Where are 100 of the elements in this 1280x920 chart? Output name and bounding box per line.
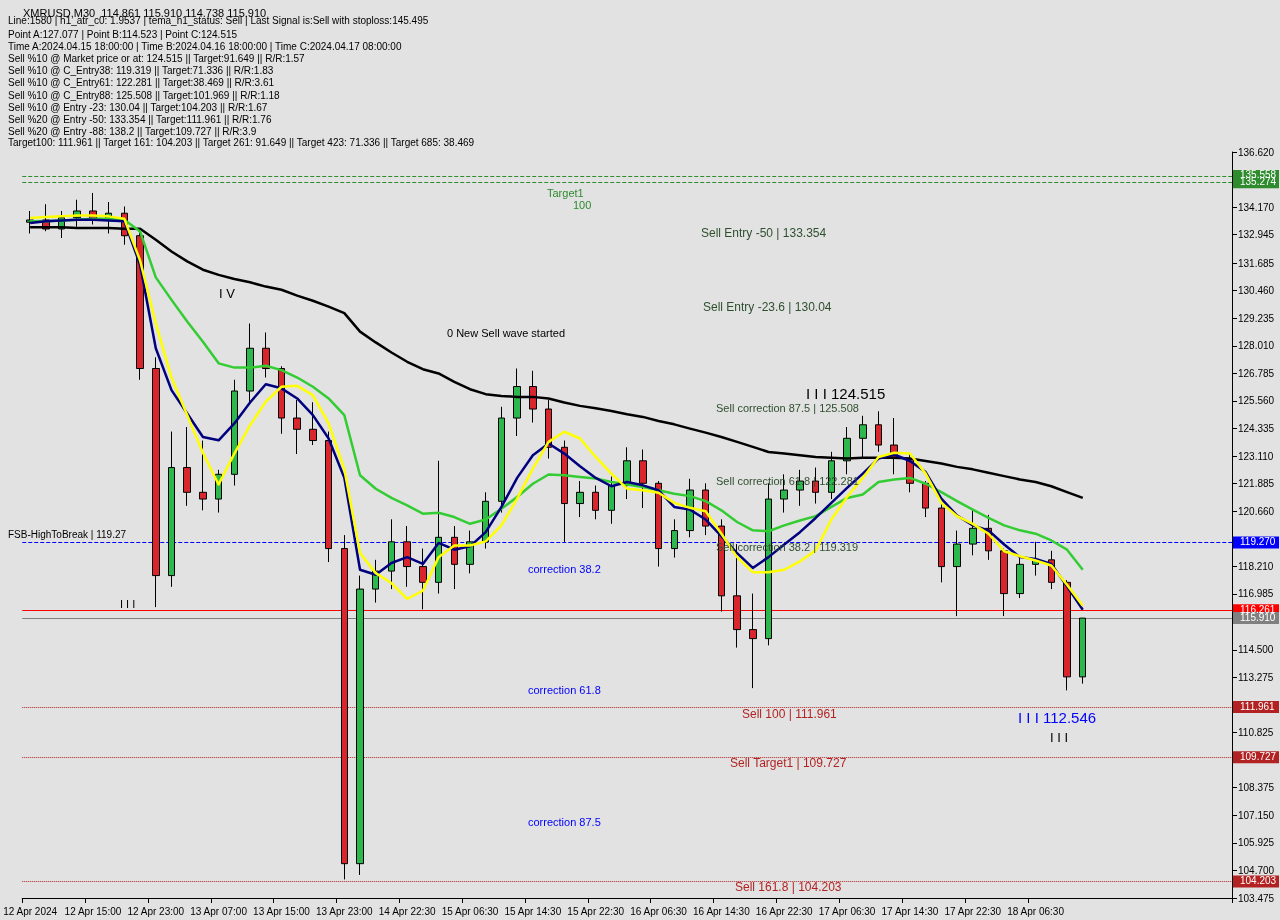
candlestick <box>639 449 647 509</box>
annotation: Sell 100 | 111.961 <box>742 707 838 721</box>
y-tick-label: 130.460 <box>1238 285 1275 297</box>
ref-line-label: 109.727 <box>1240 750 1277 762</box>
ref-line-label: 119.270 <box>1240 536 1276 547</box>
candlestick <box>576 480 584 518</box>
x-tick-label: 17 Apr 06:30 <box>818 905 876 917</box>
y-tick-label: 134.170 <box>1238 201 1275 213</box>
y-tick-label: 120.660 <box>1238 505 1275 517</box>
candlestick <box>293 399 301 455</box>
y-tick-label: 110.825 <box>1238 727 1274 739</box>
x-tick-label: 14 Apr 22:30 <box>378 905 436 917</box>
text: Sell %10 @ C_Entry61: 122.281 || Target:38.469 || R/R:3.61 <box>8 76 275 88</box>
x-tick-label: 16 Apr 14:30 <box>693 905 751 917</box>
text: Sell %10 @ Market price or at: 124.515 || Target:91.649 || R/R:1.57 <box>8 52 306 64</box>
candlestick <box>356 575 364 876</box>
y-tick-label: 116.985 <box>1238 588 1274 600</box>
x-tick-label: 15 Apr 22:30 <box>567 905 625 917</box>
y-tick-label: 136.620 <box>1238 146 1275 158</box>
y-tick-label: 131.685 <box>1238 257 1275 269</box>
candlestick <box>262 332 270 379</box>
annotation: correction 87.5 <box>528 816 601 828</box>
annotation: Sell 161.8 | 104.203 <box>735 879 842 894</box>
x-tick-label: 13 Apr 23:00 <box>315 905 374 917</box>
annotation: Sell Entry -50 | 133.354 <box>701 226 827 240</box>
annotation: 0 New Sell wave started <box>447 327 565 339</box>
annotation: Target1 <box>547 187 584 199</box>
candlestick <box>341 534 348 880</box>
y-tick-label: 105.925 <box>1238 837 1275 849</box>
candlestick <box>875 410 882 453</box>
ref-line-label: 104.203 <box>1240 875 1277 887</box>
candlestick <box>231 379 238 487</box>
text: Target100: 111.961 || Target 161: 104.203 || Target 261: 91.649 || Target 423: 71.336 || Target 685: 38.469 <box>8 136 475 148</box>
text: Time A:2024.04.15 18:00:00 | Time B:2024.04.16 18:00:00 | Time C:2024.04.17 08:00:00 <box>8 40 402 52</box>
candlestick <box>199 440 207 511</box>
y-tick-label: 126.785 <box>1238 367 1275 379</box>
candlestick <box>246 323 254 403</box>
candlestick <box>655 480 662 568</box>
y-tick-label: 108.375 <box>1238 782 1275 794</box>
x-tick-label: 17 Apr 14:30 <box>881 905 939 917</box>
candlestick <box>561 440 568 543</box>
y-tick-label: 104.700 <box>1238 864 1275 876</box>
candlestick <box>529 370 537 424</box>
annotation: I I I <box>120 598 136 610</box>
candlestick <box>419 548 427 610</box>
candlestick <box>953 530 961 617</box>
candlestick <box>938 503 945 583</box>
text: Sell %20 @ Entry -50: 133.354 || Target:111.961 || R/R:1.76 <box>8 113 272 125</box>
x-tick-label: 12 Apr 15:00 <box>64 905 122 917</box>
annotation: correction 61.8 <box>528 684 601 696</box>
candlestick <box>513 368 521 437</box>
y-tick-label: 124.335 <box>1238 423 1275 434</box>
annotation: 100 <box>573 199 592 211</box>
y-tick-label: 114.500 <box>1238 644 1274 656</box>
text: Sell %10 @ Entry -23: 130.04 || Target:104.203 || R/R:1.67 <box>8 101 268 113</box>
candlestick <box>325 431 332 563</box>
annotation: I I I 124.515 <box>806 384 886 402</box>
annotation: FSB-HighToBreak | 119.27 <box>8 529 127 540</box>
y-tick-label: 125.560 <box>1238 395 1275 407</box>
text: Sell %10 @ C_Entry88: 125.508 || Target:101.969 || R/R:1.18 <box>8 89 281 101</box>
ref-line-label: 111.961 <box>1240 700 1276 712</box>
candlestick <box>969 509 977 556</box>
candlestick <box>608 476 615 525</box>
text: Sell %20 @ Entry -88: 138.2 || Target:109.727 || R/R:3.9 <box>8 125 257 137</box>
candlestick <box>1000 548 1008 617</box>
x-tick-label: 12 Apr 2024 <box>3 905 58 917</box>
candlestick <box>1016 557 1024 599</box>
candlestick <box>403 525 411 588</box>
x-tick-label: 17 Apr 22:30 <box>944 905 1002 917</box>
candlestick <box>592 485 599 520</box>
candlestick <box>498 406 505 514</box>
candlestick <box>309 401 317 446</box>
candlestick <box>388 518 395 590</box>
y-tick-label: 132.945 <box>1238 229 1275 241</box>
text: Sell %10 @ C_Entry38: 119.319 || Target:71.336 || R/R:1.83 <box>8 64 274 76</box>
y-tick-label: 113.275 <box>1238 671 1274 683</box>
candlestick <box>1079 617 1086 685</box>
annotation: I I I 112.546 <box>1018 708 1097 726</box>
annotation: I I I <box>1050 729 1069 745</box>
y-tick-label: 107.150 <box>1238 809 1275 821</box>
x-tick-label: 12 Apr 23:00 <box>127 905 185 917</box>
y-tick-label: 128.010 <box>1238 340 1275 352</box>
y-tick-label: 121.885 <box>1238 478 1275 490</box>
annotation: Sell Entry -23.6 | 130.04 <box>703 300 832 314</box>
annotation: I V <box>219 285 236 301</box>
annotation: Sell Target1 | 109.727 <box>730 756 847 771</box>
x-tick-label: 16 Apr 06:30 <box>630 905 688 917</box>
x-tick-label: 18 Apr 06:30 <box>1007 905 1065 917</box>
x-tick-label: 16 Apr 22:30 <box>755 905 814 917</box>
candlestick <box>1063 579 1071 691</box>
x-tick-label: 13 Apr 15:00 <box>253 905 311 917</box>
candlestick <box>922 480 929 518</box>
annotation: correction 38.2 <box>528 563 601 575</box>
candlestick <box>168 431 175 588</box>
y-tick-label: 123.110 <box>1238 450 1274 462</box>
x-tick-label: 15 Apr 06:30 <box>441 905 499 917</box>
candlestick <box>749 593 757 689</box>
x-tick-label: 13 Apr 07:00 <box>190 905 248 917</box>
candlestick <box>671 518 678 559</box>
candlestick <box>183 426 191 507</box>
